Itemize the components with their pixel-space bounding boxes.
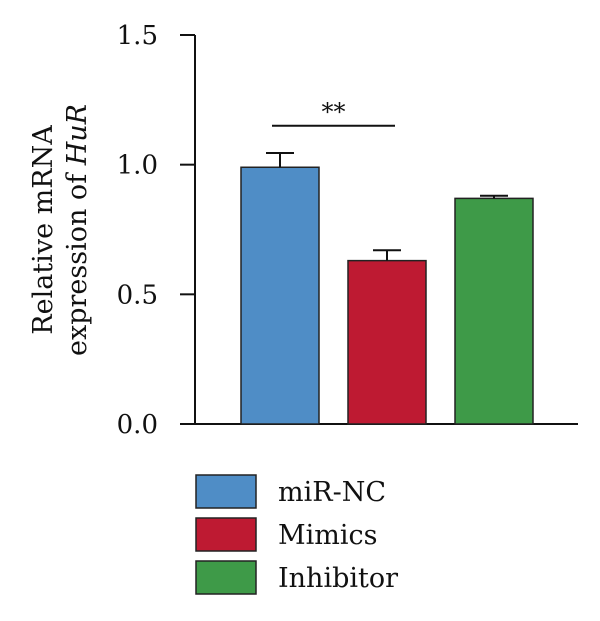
y-tick-label: 1.5	[117, 21, 158, 51]
y-tick-label: 0.0	[117, 410, 158, 440]
y-axis-title-2: expression of HuR	[62, 104, 93, 356]
y-tick-label: 1.0	[117, 151, 158, 181]
legend: miR-NC Mimics Inhibitor	[195, 474, 398, 595]
y-axis-title-gene: HuR	[62, 104, 93, 166]
legend-label: Inhibitor	[278, 563, 398, 594]
y-axis-title-line2-prefix: expression of	[62, 165, 93, 356]
bar-mir-nc	[240, 166, 320, 425]
y-tick-label: 0.5	[117, 280, 158, 310]
legend-swatch-mir-nc	[195, 474, 257, 509]
significance-label: **	[322, 98, 346, 126]
legend-swatch-inhibitor	[195, 560, 257, 595]
y-axis-title: Relative mRNA	[28, 125, 59, 335]
legend-swatch-mimics	[195, 517, 257, 552]
y-axis-title-line1: Relative mRNA	[28, 125, 59, 335]
bars	[240, 166, 534, 425]
legend-label: Mimics	[278, 520, 378, 551]
error-bars	[266, 151, 508, 261]
legend-label: miR-NC	[278, 477, 386, 508]
bar-mimics	[347, 259, 427, 425]
y-ticks: 0.0 0.5 1.0 1.5	[117, 21, 195, 440]
bar-inhibitor	[454, 197, 534, 425]
